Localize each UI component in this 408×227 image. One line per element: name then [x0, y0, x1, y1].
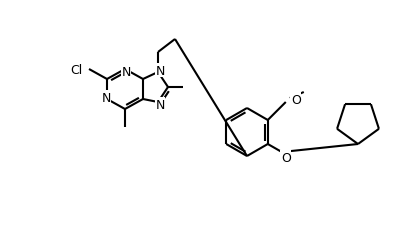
Text: O: O [291, 93, 301, 106]
Text: N: N [155, 98, 165, 111]
Text: N: N [155, 64, 165, 77]
Text: N: N [121, 65, 131, 78]
Text: O: O [281, 151, 291, 164]
Text: Cl: Cl [70, 63, 82, 76]
Text: N: N [101, 91, 111, 104]
